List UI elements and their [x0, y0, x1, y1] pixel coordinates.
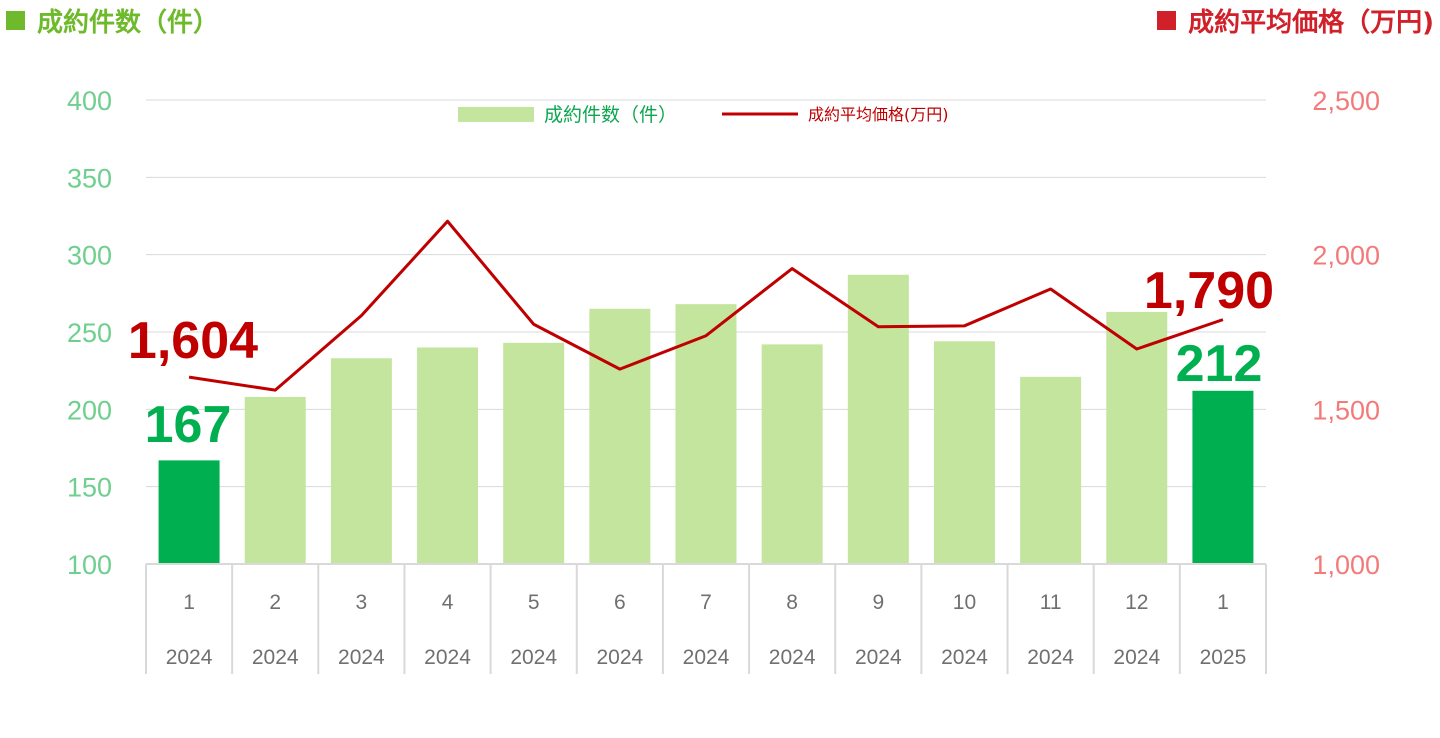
x-axis-month-label: 1	[183, 591, 195, 614]
legend-line-label: 成約平均価格(万円)	[808, 105, 949, 124]
left-axis-title-text: 成約件数（件）	[37, 7, 220, 38]
bar	[589, 308, 651, 564]
x-axis-month-label: 4	[442, 591, 454, 614]
x-axis-month-label: 6	[614, 591, 626, 614]
right-axis-tick: 2,000	[1312, 241, 1380, 271]
left-axis-tick: 250	[67, 318, 112, 348]
bar	[1020, 376, 1082, 564]
x-axis-month-label: 8	[786, 591, 798, 614]
data-label-last-line: 1,790	[1144, 262, 1274, 320]
left-axis-tick: 400	[67, 86, 112, 116]
left-axis-title: 成約件数（件）	[6, 0, 219, 40]
y-axis-ticks: 400 350 300 250 200 150 100 2,500 2,000 1,500 1,00…	[67, 86, 1380, 580]
x-axis-year-label: 2024	[683, 646, 730, 669]
data-label-first-line: 1,604	[128, 312, 258, 370]
x-axis-month-label: 1	[1217, 591, 1229, 614]
x-axis-year-label: 2024	[510, 646, 557, 669]
bar	[933, 341, 995, 564]
x-axis-year-label: 2024	[252, 646, 299, 669]
right-axis-tick: 1,500	[1312, 395, 1380, 425]
bar-series	[158, 274, 1254, 564]
x-axis-year-label: 2024	[338, 646, 385, 669]
x-axis-month-label: 9	[872, 591, 884, 614]
x-axis-year-label: 2024	[855, 646, 902, 669]
x-axis-year-label: 2024	[596, 646, 643, 669]
x-axis-month-label: 2	[269, 591, 281, 614]
x-axis-month-label: 12	[1125, 591, 1148, 614]
left-axis-tick: 300	[67, 241, 112, 271]
left-axis-tick: 150	[67, 473, 112, 503]
bar	[1106, 311, 1168, 564]
legend-bar-swatch	[458, 107, 534, 122]
right-axis-tick: 1,000	[1312, 550, 1380, 580]
bar-highlight	[158, 460, 220, 564]
bar	[330, 358, 392, 564]
data-labels: 167 212 1,604 1,790	[128, 262, 1274, 454]
right-axis-title: 成約平均価格（万円)	[1157, 0, 1434, 40]
x-axis-month-label: 3	[356, 591, 368, 614]
left-axis-tick: 200	[67, 395, 112, 425]
bar	[244, 396, 306, 564]
bar	[503, 342, 565, 564]
bar	[675, 304, 737, 564]
bar	[847, 274, 909, 564]
x-axis-month-label: 7	[700, 591, 712, 614]
bar	[761, 344, 823, 564]
x-axis-year-label: 2024	[166, 646, 213, 669]
x-axis: 1 2024 2 2024 3 2024 4 2024 5 2024 6 2024 7 2024 8 2024…	[145, 563, 1267, 674]
red-square-icon	[1157, 10, 1177, 30]
right-axis-title-text: 成約平均価格（万円)	[1188, 7, 1434, 38]
x-axis-year-label: 2024	[941, 646, 988, 669]
x-axis-month-label: 5	[528, 591, 540, 614]
legend-bar-label: 成約件数（件）	[544, 104, 677, 126]
right-axis-tick: 2,500	[1312, 86, 1380, 116]
x-axis-month-label: 11	[1040, 591, 1062, 614]
x-axis-year-label: 2024	[1027, 646, 1074, 669]
x-axis-year-label: 2024	[424, 646, 471, 669]
x-axis-year-label: 2024	[1113, 646, 1160, 669]
left-axis-tick: 100	[67, 550, 112, 580]
bar	[417, 347, 479, 564]
line-series	[188, 219, 1224, 392]
legend: 成約件数（件） 成約平均価格(万円)	[458, 104, 949, 126]
x-axis-month-label: 10	[953, 591, 976, 614]
data-label-last-bar: 212	[1176, 335, 1263, 393]
data-label-first-bar: 167	[145, 396, 232, 454]
x-axis-year-label: 2025	[1200, 646, 1247, 669]
left-axis-tick: 350	[67, 163, 112, 193]
green-square-icon	[6, 10, 25, 30]
bar-highlight	[1192, 390, 1254, 564]
x-axis-year-label: 2024	[769, 646, 816, 669]
